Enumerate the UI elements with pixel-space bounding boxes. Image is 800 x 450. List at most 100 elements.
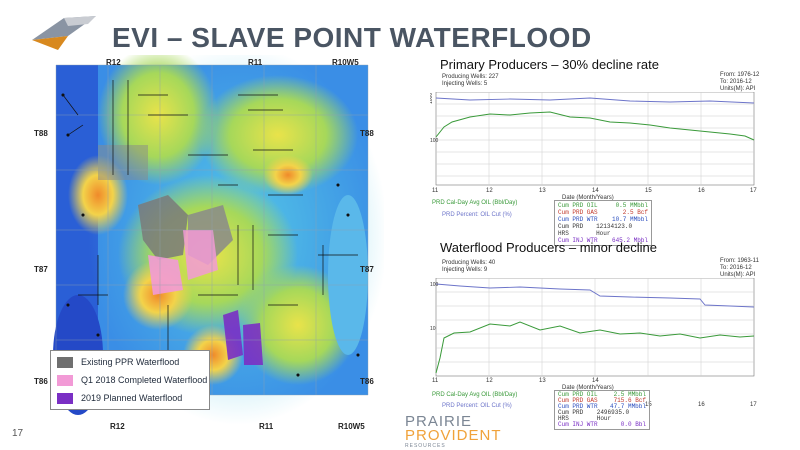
map-canvas <box>53 45 388 425</box>
waterflood-xtick-14: 14 <box>592 378 599 384</box>
company-logo <box>32 16 96 50</box>
page-title: EVI – SLAVE POINT WATERFLOOD <box>112 22 592 53</box>
primary-chart-panel: Producing Wells: 227 Injecting Wells: 5 … <box>402 72 762 246</box>
stat-value: 12134123.0 <box>596 223 633 230</box>
township-label-right-t88: T88 <box>360 129 374 138</box>
waterflood-info-injecting: Injecting Wells: 9 <box>442 267 488 273</box>
stat-value: 10.7 <box>611 216 627 223</box>
primary-xtick-15: 15 <box>645 188 652 194</box>
range-label-top-r11: R11 <box>248 58 263 67</box>
range-label-bottom-r12: R12 <box>110 422 125 431</box>
primary-legend-oil: PRD Cal-Day Avg OIL (Bbl/Day) <box>432 200 518 206</box>
stat-value: 2.5 <box>622 209 634 216</box>
brand-logo: PRAIRIE PROVIDENT RESOURCES <box>405 413 502 449</box>
waterflood-xtick-16: 16 <box>698 402 705 408</box>
stat-label: Cum PRD WTR <box>558 216 598 223</box>
legend-swatch-existing <box>57 356 73 368</box>
primary-xtick-13: 13 <box>539 188 546 194</box>
stat-unit: Bcf <box>637 209 648 216</box>
stat-label: Cum PRD HRS <box>558 223 584 237</box>
stat-label: Cum PRD OIL <box>558 391 598 398</box>
waterflood-info-from: From: 1963-11 <box>720 258 759 264</box>
waterflood-legend-cut: PRD Percent: OIL Cut (%) <box>442 403 512 409</box>
svg-text:1000: 1000 <box>430 93 434 104</box>
brand-line1: PRAIRIE <box>405 413 473 430</box>
primary-info-to: To: 2016-12 <box>720 79 752 85</box>
waterflood-legend-oil: PRD Cal-Day Avg OIL (Bbl/Day) <box>432 392 518 398</box>
waterflood-stat-row: Cum PRD WTR 47.7 MMbbl <box>558 404 646 410</box>
primary-x-axis-title: Date (Month/Years) <box>562 195 614 201</box>
stat-unit: Hour <box>596 230 611 237</box>
stat-unit: Hour <box>596 415 612 422</box>
waterflood-stat-row: Cum PRD OIL 2.5 MMbbl <box>558 392 646 398</box>
stat-unit: MMbbl <box>627 391 646 398</box>
waterflood-x-axis-title: Date (Month/Years) <box>562 385 614 391</box>
primary-info-injecting: Injecting Wells: 5 <box>442 81 488 87</box>
stat-unit: Mbbl <box>633 237 648 244</box>
primary-stat-row: Cum PRD HRS 12134123.0 Hour <box>558 223 648 237</box>
waterflood-xtick-17: 17 <box>750 402 757 408</box>
primary-legend-cut: PRD Percent: OIL Cut (%) <box>442 212 512 218</box>
range-label-top-r10w5: R10W5 <box>332 58 359 67</box>
waterflood-xtick-15: 15 <box>645 402 652 408</box>
primary-chart-heading: Primary Producers – 30% decline rate <box>440 57 659 72</box>
legend-item-2019: 2019 Planned Waterflood <box>57 391 182 405</box>
stat-value: 715.6 <box>613 397 632 404</box>
legend-item-existing: Existing PPR Waterflood <box>57 355 179 369</box>
range-label-bottom-r11: R11 <box>259 422 274 431</box>
primary-stats-table: Cum PRD OIL 0.5 MMbbl Cum PRD GAS 2.5 Bcf … <box>554 200 652 246</box>
svg-text:10: 10 <box>430 326 436 332</box>
legend-label: Q1 2018 Completed Waterflood <box>81 375 208 385</box>
waterflood-chart-panel: Producing Wells: 40 Injecting Wells: 9 F… <box>402 256 762 430</box>
stat-value: 0.5 <box>615 202 627 209</box>
waterflood-plot: 100 10 <box>430 278 755 377</box>
primary-stat-row: Cum PRD WTR 10.7 MMbbl <box>558 216 648 223</box>
stat-label: Cum PRD WTR <box>558 403 598 410</box>
waterflood-info-units: Units(M): API <box>720 272 756 278</box>
waterflood-stats-table: Cum PRD OIL 2.5 MMbbl Cum PRD GAS 715.6 Bc… <box>554 390 650 430</box>
stat-label: Cum PRD GAS <box>558 209 598 216</box>
svg-text:100: 100 <box>430 282 439 288</box>
waterflood-map: R12 R11 R10W5 R12 R11 R10W5 T88 T87 T86 … <box>34 45 388 437</box>
township-label-left-t86: T86 <box>34 377 48 386</box>
primary-info-units: Units(M): API <box>720 86 756 92</box>
brand-line3: RESOURCES <box>405 443 446 449</box>
primary-xtick-12: 12 <box>486 188 493 194</box>
primary-xtick-16: 16 <box>698 188 705 194</box>
stat-value: 2496935.0 <box>596 409 630 416</box>
township-label-left-t87: T87 <box>34 265 48 274</box>
stat-unit: MMbbl <box>629 202 648 209</box>
stat-label: Cum PRD GAS <box>558 397 598 404</box>
stat-label: Cum INJ WTR <box>558 421 598 428</box>
stat-value: 0.0 <box>620 421 632 428</box>
primary-info-from: From: 1976-12 <box>720 72 760 78</box>
primary-xtick-17: 17 <box>750 188 757 194</box>
stat-label: Cum PRD HRS <box>558 409 584 422</box>
township-label-right-t87: T87 <box>360 265 374 274</box>
township-label-left-t88: T88 <box>34 129 48 138</box>
stat-unit: Bbl <box>635 421 646 428</box>
stat-label: Cum PRD OIL <box>558 202 598 209</box>
primary-stat-row: Cum INJ WTR 645.2 Mbbl <box>558 237 648 244</box>
map-legend: Existing PPR Waterflood Q1 2018 Complete… <box>50 350 210 410</box>
waterflood-stat-row: Cum PRD HRS 2496935.0 Hour <box>558 410 646 422</box>
legend-label: Existing PPR Waterflood <box>81 357 180 367</box>
legend-label: 2019 Planned Waterflood <box>81 393 183 403</box>
range-label-bottom-r10w5: R10W5 <box>338 422 365 431</box>
stat-value: 2.5 <box>613 391 625 398</box>
primary-plot: 1000 100 <box>430 92 755 186</box>
waterflood-stat-row: Cum PRD GAS 715.6 Bcf <box>558 398 646 404</box>
range-label-top-r12: R12 <box>106 58 121 67</box>
waterflood-xtick-12: 12 <box>486 378 493 384</box>
waterflood-stat-row: Cum INJ WTR 0.0 Bbl <box>558 422 646 428</box>
waterflood-xtick-13: 13 <box>539 378 546 384</box>
stat-value: 47.7 <box>609 403 625 410</box>
brand-line2: PROVIDENT <box>405 427 502 444</box>
stat-unit: Bcf <box>635 397 646 404</box>
svg-text:100: 100 <box>430 138 439 144</box>
waterflood-info-to: To: 2016-12 <box>720 265 752 271</box>
primary-xtick-11: 11 <box>432 188 439 194</box>
township-label-right-t86: T86 <box>360 377 374 386</box>
legend-item-q1-2018: Q1 2018 Completed Waterflood <box>57 373 207 387</box>
primary-stat-row: Cum PRD OIL 0.5 MMbbl <box>558 202 648 209</box>
